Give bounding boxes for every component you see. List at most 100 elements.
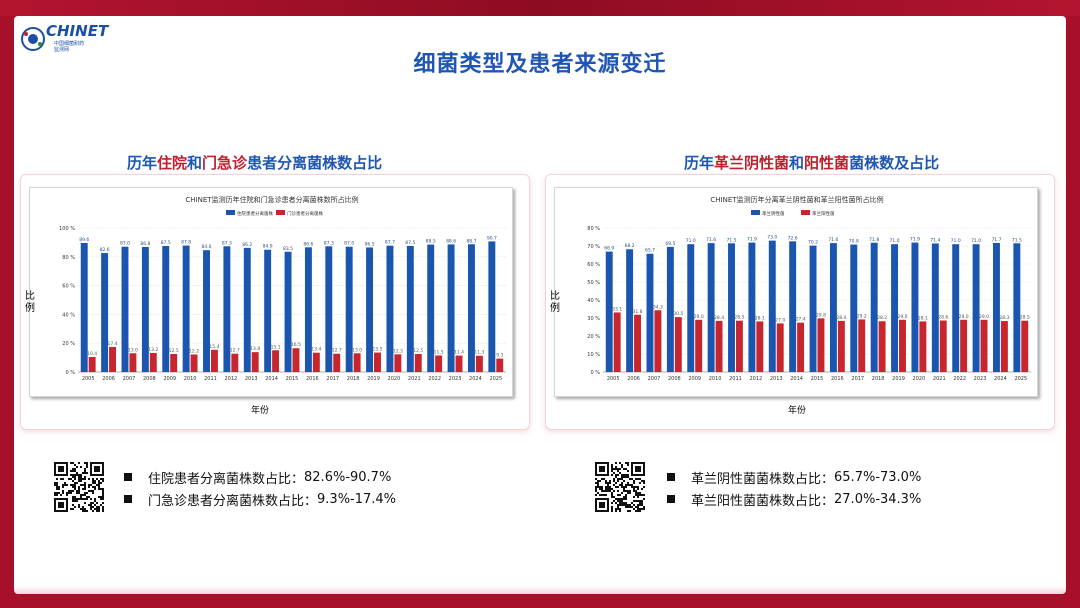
qr-finder-core <box>599 502 605 508</box>
data-label: 71.6 <box>828 237 838 243</box>
qr-module <box>82 484 84 486</box>
left-bullet-list: 住院患者分离菌株数占比： 82.6%-90.7% 门急诊患者分离菌株数占比： 9… <box>124 466 396 510</box>
qr-module <box>90 484 92 486</box>
bar <box>654 310 662 372</box>
x-tick-label: 2013 <box>245 376 258 382</box>
x-tick-label: 2017 <box>326 376 339 382</box>
qr-module <box>611 508 613 510</box>
qr-module <box>56 482 58 484</box>
qr-module <box>94 480 96 482</box>
qr-module <box>92 482 94 484</box>
qr-module <box>611 496 613 498</box>
qr-module <box>86 492 88 494</box>
x-tick-label: 2007 <box>648 376 661 382</box>
qr-module <box>615 476 617 478</box>
qr-module <box>613 490 615 492</box>
qr-module <box>617 508 619 510</box>
qr-module <box>617 506 619 508</box>
bar <box>817 318 825 372</box>
qr-module <box>599 486 601 488</box>
qr-module <box>88 478 90 480</box>
qr-module <box>641 504 643 506</box>
right-qr-code[interactable] <box>595 462 645 512</box>
qr-module <box>601 490 603 492</box>
qr-module <box>78 492 80 494</box>
data-label: 71.6 <box>706 237 716 243</box>
x-tick-label: 2023 <box>974 376 987 382</box>
bar <box>776 323 784 372</box>
qr-module <box>621 464 623 466</box>
left-qr-code[interactable] <box>54 462 104 512</box>
qr-module <box>599 488 601 490</box>
data-label: 12.5 <box>413 348 423 354</box>
data-label: 86.8 <box>140 241 150 247</box>
x-tick-label: 2024 <box>994 376 1007 382</box>
bar <box>748 242 756 372</box>
data-label: 65.7 <box>645 248 655 254</box>
legend-swatch <box>226 210 235 215</box>
logo-subtitle-line1: 中国细菌耐药 <box>54 41 85 47</box>
qr-module <box>603 478 605 480</box>
chart-title: CHINET监测历年住院和门急诊患者分离菌株数所占比例 <box>185 195 358 204</box>
qr-module <box>611 466 613 468</box>
qr-module <box>74 486 76 488</box>
qr-module <box>605 488 607 490</box>
qr-module <box>102 494 104 496</box>
qr-module <box>86 464 88 466</box>
right-title-part-4: 阳性菌 <box>804 154 850 172</box>
qr-module <box>617 490 619 492</box>
qr-module <box>90 506 92 508</box>
qr-module <box>607 484 609 486</box>
y-tick-label: 80 % <box>62 255 75 261</box>
qr-module <box>639 478 641 480</box>
qr-module <box>633 490 635 492</box>
bar <box>972 244 980 372</box>
bar <box>374 352 381 372</box>
qr-module <box>102 506 104 508</box>
qr-module <box>625 506 627 508</box>
x-tick-label: 2011 <box>729 376 742 382</box>
qr-module <box>633 488 635 490</box>
legend-label: 革兰阴性菌 <box>762 210 785 217</box>
qr-module <box>70 462 72 464</box>
qr-module <box>78 486 80 488</box>
bar <box>756 321 764 372</box>
qr-module <box>78 504 80 506</box>
bar <box>414 354 422 372</box>
qr-module <box>86 472 88 474</box>
x-tick-label: 2018 <box>872 376 885 382</box>
y-tick-label: 40 % <box>587 298 600 304</box>
qr-module <box>86 498 88 500</box>
bar <box>715 320 723 372</box>
data-label: 71.4 <box>930 237 940 243</box>
x-tick-label: 2025 <box>1014 376 1027 382</box>
data-label: 31.8 <box>633 309 643 315</box>
qr-module <box>619 462 621 464</box>
data-label: 86.5 <box>365 241 375 247</box>
qr-module <box>62 486 64 488</box>
qr-module <box>627 470 629 472</box>
qr-module <box>96 502 98 504</box>
bullet-square-icon <box>124 495 132 503</box>
page-title: 细菌类型及患者来源变迁 <box>413 52 667 77</box>
data-label: 88.7 <box>466 238 476 244</box>
y-tick-label: 40 % <box>62 312 75 318</box>
qr-module <box>54 484 56 486</box>
qr-module <box>56 488 58 490</box>
bar <box>735 320 743 372</box>
qr-module <box>609 480 611 482</box>
bar <box>695 319 703 372</box>
qr-module <box>100 488 102 490</box>
qr-module <box>90 502 92 504</box>
data-label: 13.5 <box>372 347 382 353</box>
data-label: 68.2 <box>625 243 635 249</box>
qr-module <box>621 478 623 480</box>
qr-module <box>94 504 96 506</box>
qr-module <box>78 498 80 500</box>
bar <box>455 355 463 372</box>
qr-module <box>595 482 597 484</box>
qr-module <box>64 482 66 484</box>
qr-finder-core <box>58 466 64 472</box>
qr-module <box>637 504 639 506</box>
x-tick-label: 2021 <box>408 376 421 382</box>
